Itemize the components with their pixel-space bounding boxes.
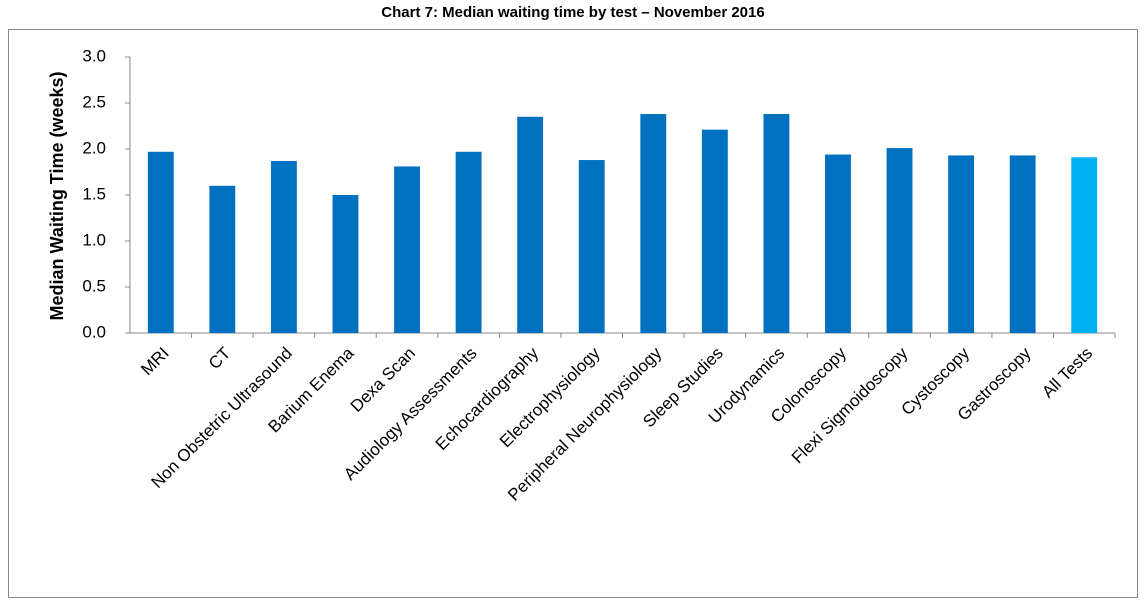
- bar: [701, 129, 728, 333]
- y-axis-title: Median Waiting Time (weeks): [47, 71, 67, 320]
- y-tick-label: 0.0: [82, 322, 106, 341]
- bar: [640, 114, 667, 333]
- y-tick-label: 1.5: [82, 184, 106, 203]
- bar: [1071, 157, 1098, 333]
- y-tick-label: 3.0: [82, 46, 106, 65]
- y-tick-label: 2.0: [82, 138, 106, 157]
- bar: [1009, 155, 1036, 333]
- bar: [209, 185, 236, 333]
- bar: [886, 148, 913, 333]
- x-tick-label: Echocardiography: [432, 343, 543, 454]
- bar: [578, 160, 605, 333]
- bar: [948, 155, 975, 333]
- bar: [332, 195, 359, 333]
- bar: [147, 151, 174, 333]
- x-tick-label: CT: [205, 344, 234, 373]
- x-tick-label: MRI: [137, 344, 172, 379]
- y-tick-label: 2.5: [82, 92, 106, 111]
- bar: [763, 114, 790, 333]
- y-tick-label: 1.0: [82, 230, 106, 249]
- bar: [455, 151, 482, 333]
- chart-title: Chart 7: Median waiting time by test – N…: [381, 4, 764, 21]
- chart-frame: [8, 29, 1138, 598]
- x-tick-label: Flexi Sigmoidoscopy: [788, 343, 912, 467]
- bar: [394, 166, 420, 333]
- y-tick-label: 0.5: [82, 276, 106, 295]
- bar: [270, 160, 297, 333]
- bar: [825, 154, 851, 333]
- x-tick-label: All Tests: [1038, 344, 1096, 402]
- bar: [517, 116, 544, 333]
